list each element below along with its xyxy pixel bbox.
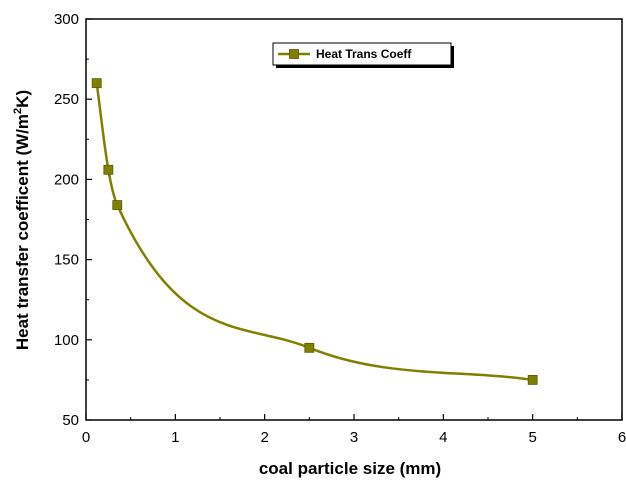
y-axis-title-superscript: 2: [12, 108, 24, 114]
x-tick-label: 1: [171, 429, 179, 446]
y-axis-title: Heat transfer coefficent (W/m2K): [12, 90, 32, 350]
x-tick-label: 6: [618, 429, 626, 446]
y-tick-label: 250: [54, 91, 79, 108]
y-tick-label: 300: [54, 11, 79, 28]
legend-label: Heat Trans Coeff: [316, 47, 412, 61]
legend: Heat Trans Coeff: [272, 42, 454, 68]
data-point: [527, 374, 538, 385]
plot-frame: [85, 18, 623, 421]
series-layer: [91, 78, 538, 385]
x-tick-label: 5: [528, 429, 536, 446]
legend-marker: [289, 49, 299, 59]
data-point: [91, 78, 102, 89]
x-axis-ticks: 0 1 2 3 4 5 6: [82, 414, 626, 446]
plot-border: [85, 18, 623, 421]
data-point: [112, 200, 123, 210]
x-tick-label: 4: [439, 429, 447, 446]
y-tick-label: 100: [54, 332, 79, 349]
y-axis-title-end: K): [13, 90, 32, 108]
x-tick-label: 2: [260, 429, 268, 446]
x-tick-label: 3: [350, 429, 358, 446]
y-tick-label: 150: [54, 252, 79, 269]
series-line: [95, 82, 533, 382]
y-axis-title-main: Heat transfer coefficent (W/m: [13, 114, 32, 350]
legend-box: [272, 42, 452, 66]
data-point: [304, 342, 315, 353]
y-tick-label: 200: [54, 171, 79, 188]
x-axis-title: coal particle size (mm): [259, 459, 441, 478]
data-point: [103, 164, 114, 175]
y-tick-label: 50: [62, 412, 79, 429]
x-tick-label: 0: [82, 429, 90, 446]
y-axis-ticks: 50 100 150 200 250 300: [54, 11, 92, 429]
